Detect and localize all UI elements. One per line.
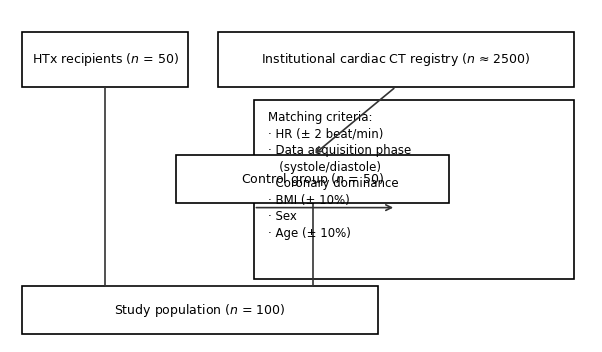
Text: Institutional cardiac CT registry ($\mathit{n}$ ≈ 2500): Institutional cardiac CT registry ($\mat… xyxy=(261,51,530,68)
FancyBboxPatch shape xyxy=(253,100,574,279)
FancyBboxPatch shape xyxy=(218,32,574,87)
Text: HTx recipients ($\mathit{n}$ = 50): HTx recipients ($\mathit{n}$ = 50) xyxy=(32,51,179,68)
FancyBboxPatch shape xyxy=(22,32,188,87)
FancyBboxPatch shape xyxy=(176,155,450,203)
FancyBboxPatch shape xyxy=(22,286,378,334)
Text: Study population ($\mathit{n}$ = 100): Study population ($\mathit{n}$ = 100) xyxy=(114,302,286,319)
Text: Matching criteria:
· HR (± 2 beat/min)
· Data acquisition phase
   (systole/dias: Matching criteria: · HR (± 2 beat/min) ·… xyxy=(268,111,412,240)
Text: Control group ($\mathit{n}$ = 50): Control group ($\mathit{n}$ = 50) xyxy=(241,171,384,188)
